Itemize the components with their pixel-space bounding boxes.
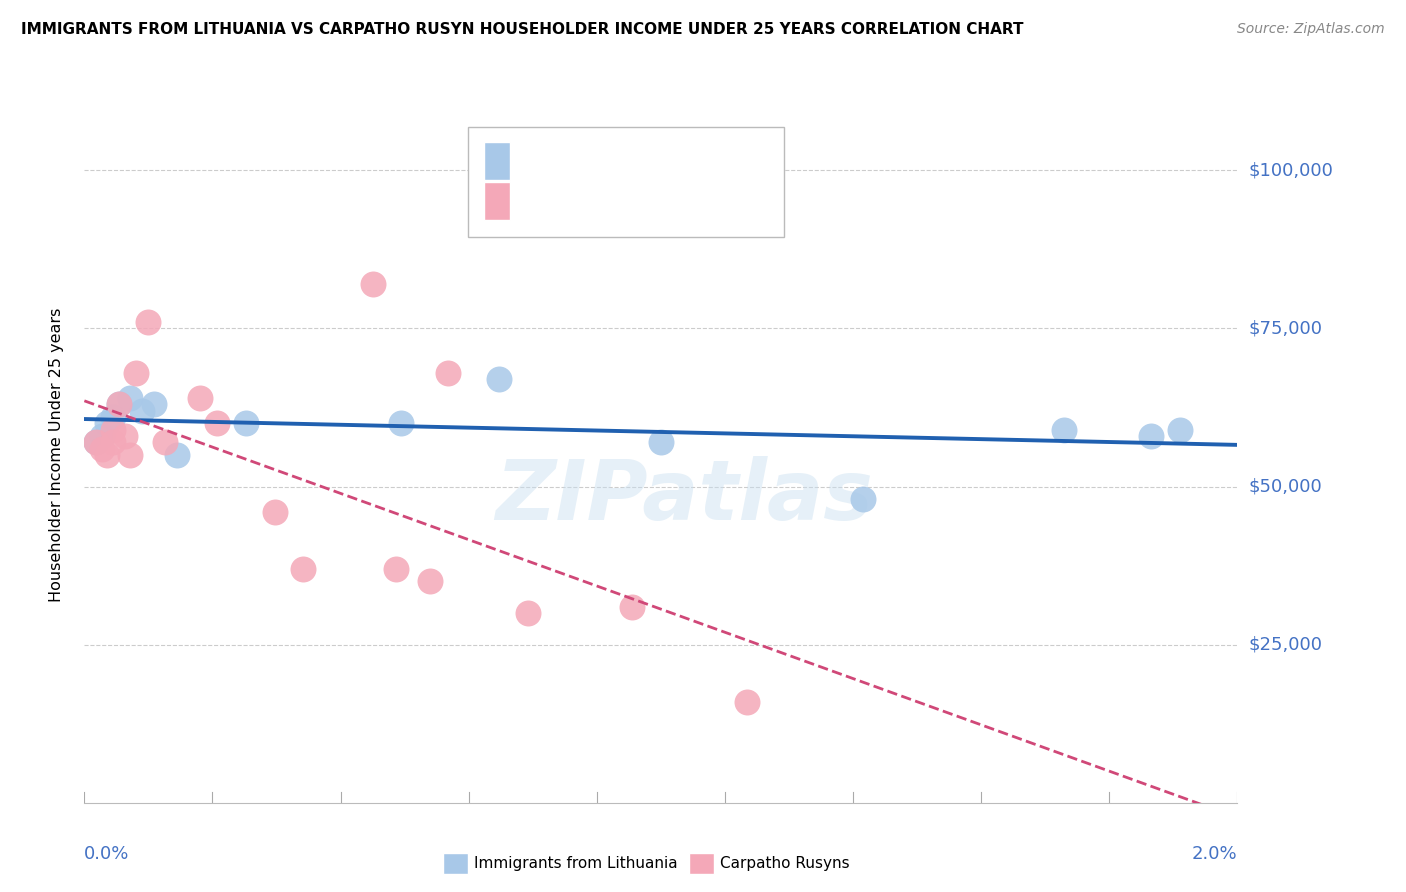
Point <box>136 315 159 329</box>
Point <box>96 417 118 431</box>
Text: $75,000: $75,000 <box>1249 319 1323 337</box>
Point <box>142 397 165 411</box>
Text: R = -0.019: R = -0.019 <box>519 153 627 170</box>
Point <box>488 372 510 386</box>
Point <box>103 435 124 450</box>
FancyBboxPatch shape <box>468 127 785 237</box>
Text: $50,000: $50,000 <box>1249 477 1322 496</box>
Point <box>1053 423 1076 437</box>
Text: N = 22: N = 22 <box>672 192 738 210</box>
Point <box>120 391 142 405</box>
FancyBboxPatch shape <box>485 182 510 220</box>
Point <box>384 562 406 576</box>
Point <box>851 492 873 507</box>
Point <box>1168 423 1191 437</box>
Point <box>131 403 153 417</box>
Point <box>621 599 644 614</box>
Point <box>188 391 211 405</box>
Text: Immigrants from Lithuania: Immigrants from Lithuania <box>474 856 678 871</box>
Text: $100,000: $100,000 <box>1249 161 1333 179</box>
Point <box>166 448 188 462</box>
Point <box>103 423 124 437</box>
Text: 0.0%: 0.0% <box>84 845 129 863</box>
Text: N = 17: N = 17 <box>672 153 738 170</box>
Point <box>125 366 148 380</box>
Point <box>114 429 136 443</box>
Point <box>96 448 118 462</box>
Point <box>103 409 124 424</box>
Point <box>205 417 228 431</box>
Point <box>292 562 315 576</box>
Point <box>108 397 131 411</box>
Point <box>361 277 384 292</box>
Text: R =  0.023: R = 0.023 <box>519 192 627 210</box>
Point <box>90 442 112 456</box>
Point <box>84 435 107 450</box>
Text: Carpatho Rusyns: Carpatho Rusyns <box>720 856 849 871</box>
Point <box>517 606 540 620</box>
Point <box>1139 429 1161 443</box>
Text: ZIPatlas: ZIPatlas <box>495 456 873 537</box>
Point <box>436 366 458 380</box>
Point <box>120 448 142 462</box>
Text: $25,000: $25,000 <box>1249 636 1323 654</box>
Point <box>263 505 285 519</box>
Text: IMMIGRANTS FROM LITHUANIA VS CARPATHO RUSYN HOUSEHOLDER INCOME UNDER 25 YEARS CO: IMMIGRANTS FROM LITHUANIA VS CARPATHO RU… <box>21 22 1024 37</box>
Point <box>90 429 112 443</box>
Point <box>153 435 176 450</box>
Text: Source: ZipAtlas.com: Source: ZipAtlas.com <box>1237 22 1385 37</box>
Point <box>419 574 441 589</box>
Point <box>84 435 107 450</box>
FancyBboxPatch shape <box>485 142 510 180</box>
Point <box>235 417 257 431</box>
Point <box>108 397 131 411</box>
Text: 2.0%: 2.0% <box>1192 845 1237 863</box>
Y-axis label: Householder Income Under 25 years: Householder Income Under 25 years <box>49 308 63 602</box>
Point <box>389 417 413 431</box>
Point <box>650 435 672 450</box>
Point <box>737 695 759 709</box>
